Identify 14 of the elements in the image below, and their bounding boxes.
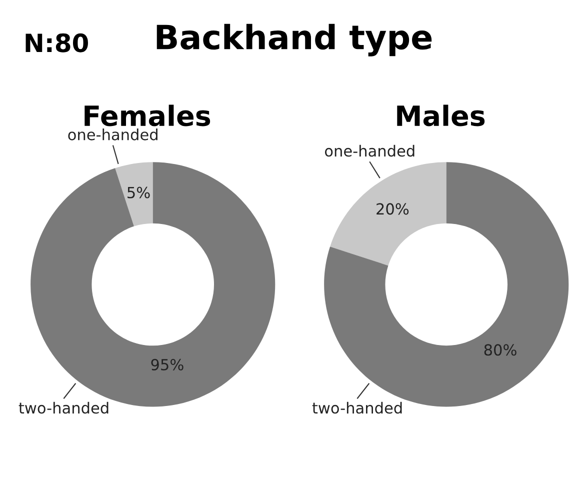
slice-label: one-handed bbox=[325, 144, 414, 157]
data-label: 20% bbox=[376, 203, 409, 215]
data-label: 95% bbox=[151, 358, 184, 370]
chart-title: Females bbox=[84, 104, 210, 126]
data-label: 80% bbox=[484, 344, 516, 356]
data-label: 5% bbox=[128, 186, 150, 198]
text: Backhand type bbox=[156, 24, 432, 56]
chart-title: Males bbox=[397, 104, 485, 126]
donut-slice bbox=[330, 162, 446, 266]
text: N:80 bbox=[26, 33, 88, 52]
slice-label: two-handed bbox=[18, 402, 108, 414]
slice-label: one-handed bbox=[68, 128, 158, 140]
donut-slice bbox=[115, 162, 153, 226]
slice-label: two-handed bbox=[312, 402, 402, 414]
